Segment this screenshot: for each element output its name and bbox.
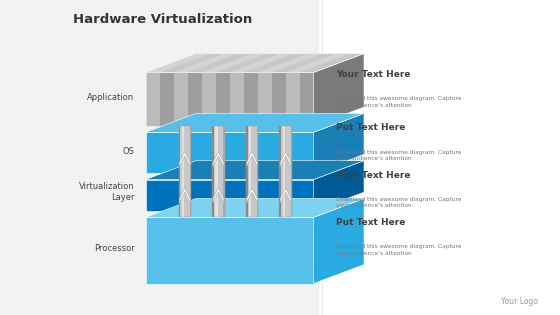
- Polygon shape: [230, 54, 294, 72]
- Polygon shape: [146, 54, 364, 72]
- Polygon shape: [215, 126, 218, 217]
- Polygon shape: [280, 152, 291, 167]
- Polygon shape: [257, 126, 258, 217]
- Text: Put Text Here: Put Text Here: [336, 123, 405, 132]
- Polygon shape: [246, 126, 248, 217]
- Text: Your Text Here: Your Text Here: [336, 170, 410, 180]
- Polygon shape: [202, 72, 216, 126]
- Text: Your Logo: Your Logo: [501, 296, 538, 306]
- Text: Download this awesome diagram. Capture
your audience's attention: Download this awesome diagram. Capture y…: [336, 150, 461, 161]
- Polygon shape: [230, 72, 244, 126]
- Text: Put Text Here: Put Text Here: [336, 218, 405, 227]
- Polygon shape: [190, 126, 191, 217]
- Polygon shape: [319, 0, 560, 315]
- Text: OS: OS: [123, 147, 134, 156]
- Polygon shape: [179, 188, 190, 203]
- Polygon shape: [213, 152, 224, 167]
- Text: Your Text Here: Your Text Here: [336, 70, 410, 79]
- Polygon shape: [146, 54, 210, 72]
- Polygon shape: [314, 198, 364, 284]
- Polygon shape: [181, 126, 184, 217]
- Polygon shape: [258, 54, 322, 72]
- Polygon shape: [146, 217, 314, 284]
- Polygon shape: [174, 72, 188, 126]
- Polygon shape: [249, 126, 251, 217]
- Text: Processor: Processor: [94, 244, 134, 253]
- Polygon shape: [146, 72, 160, 126]
- Polygon shape: [146, 113, 364, 132]
- Text: Download this awesome diagram. Capture
your audience's attention: Download this awesome diagram. Capture y…: [336, 244, 461, 256]
- Polygon shape: [179, 126, 180, 217]
- Polygon shape: [282, 126, 285, 217]
- Polygon shape: [202, 54, 266, 72]
- Polygon shape: [146, 180, 314, 211]
- Polygon shape: [286, 54, 350, 72]
- Polygon shape: [280, 188, 291, 203]
- Polygon shape: [214, 126, 223, 217]
- Polygon shape: [246, 152, 258, 167]
- Polygon shape: [314, 161, 364, 211]
- Polygon shape: [279, 126, 281, 217]
- Polygon shape: [146, 72, 314, 126]
- Polygon shape: [223, 126, 225, 217]
- Polygon shape: [281, 126, 291, 217]
- Text: Download this awesome diagram. Capture
your audience's attention: Download this awesome diagram. Capture y…: [336, 96, 461, 108]
- Polygon shape: [146, 161, 364, 180]
- Polygon shape: [180, 126, 190, 217]
- Polygon shape: [146, 198, 364, 217]
- Polygon shape: [246, 188, 258, 203]
- Polygon shape: [286, 72, 300, 126]
- Polygon shape: [146, 132, 314, 173]
- Polygon shape: [212, 126, 214, 217]
- Text: Virtualization
Layer: Virtualization Layer: [79, 182, 134, 202]
- Text: Application: Application: [87, 93, 134, 102]
- Polygon shape: [174, 54, 238, 72]
- Text: Download this awesome diagram. Capture
your audience's attention: Download this awesome diagram. Capture y…: [336, 197, 461, 209]
- Polygon shape: [314, 113, 364, 173]
- Polygon shape: [314, 54, 364, 126]
- Polygon shape: [248, 126, 257, 217]
- Polygon shape: [179, 152, 190, 167]
- Polygon shape: [258, 72, 272, 126]
- Text: Hardware Virtualization: Hardware Virtualization: [73, 13, 252, 26]
- Polygon shape: [213, 188, 224, 203]
- Polygon shape: [291, 126, 292, 217]
